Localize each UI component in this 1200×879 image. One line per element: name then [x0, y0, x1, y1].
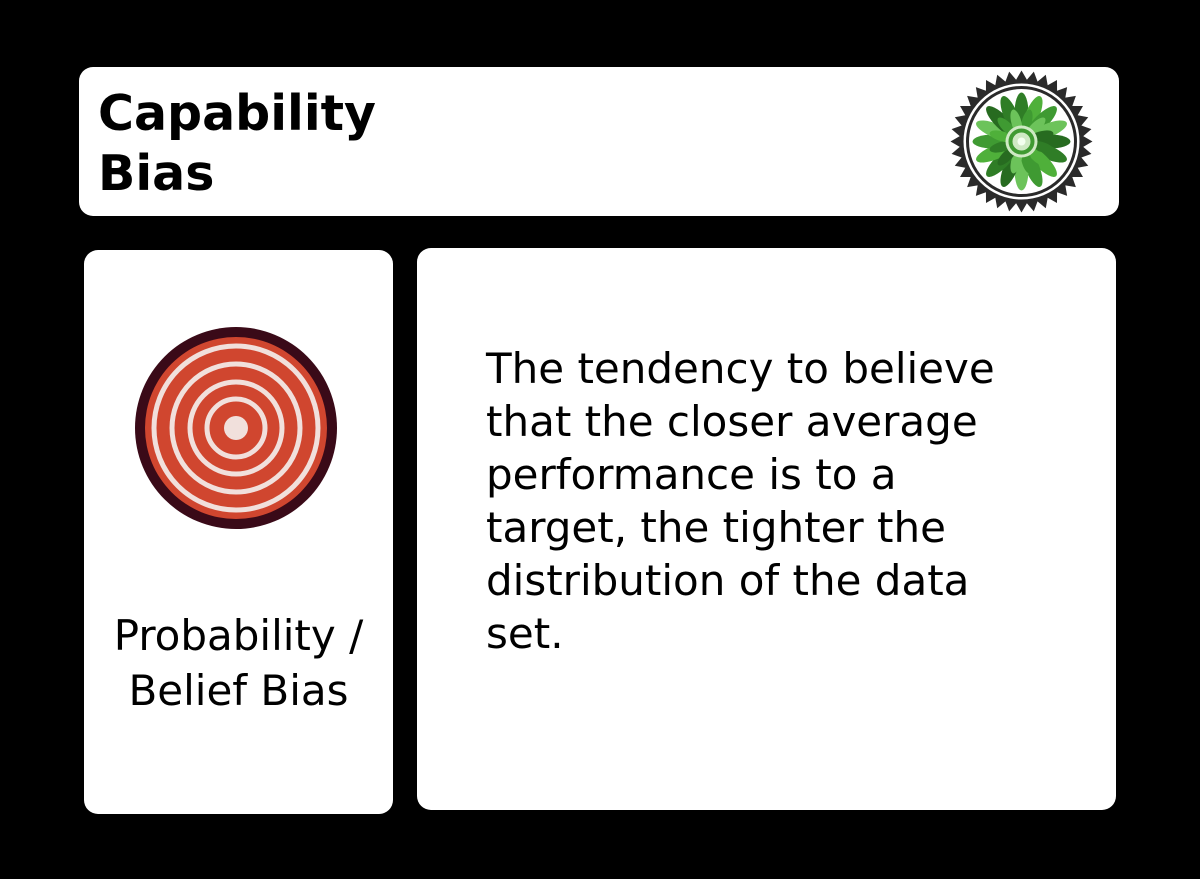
description-line: target, the tighter the [486, 503, 946, 552]
description-line: distribution of the data [486, 556, 970, 605]
page-title: Capability Bias [98, 84, 518, 204]
description-line: set. [486, 609, 564, 658]
description-text: The tendency to believe that the closer a… [486, 342, 1086, 660]
description-card: The tendency to believe that the closer a… [417, 248, 1116, 810]
category-card: Probability / Belief Bias [84, 250, 393, 814]
category-line-2: Belief Bias [128, 666, 349, 715]
category-label: Probability / Belief Bias [84, 608, 393, 718]
title-card: Capability Bias [79, 67, 1119, 216]
description-line: The tendency to believe [486, 344, 995, 393]
category-line-1: Probability / [113, 611, 364, 660]
title-line-2: Bias [98, 145, 215, 202]
description-line: performance is to a [486, 450, 897, 499]
green-leaf-seal-icon [950, 70, 1093, 213]
description-line: that the closer average [486, 397, 978, 446]
title-line-1: Capability [98, 85, 376, 142]
bullseye-target-icon [135, 327, 337, 529]
